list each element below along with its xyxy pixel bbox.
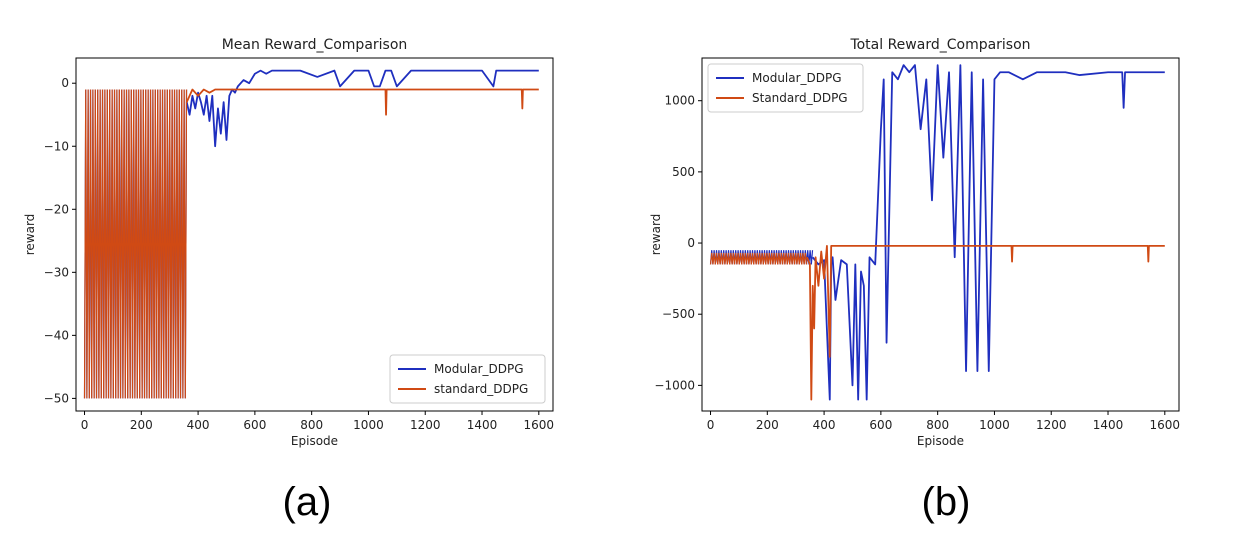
x-tick-label: 800 — [300, 418, 323, 432]
x-tick-label: 1200 — [1036, 418, 1067, 432]
y-tick-label: 500 — [672, 165, 695, 179]
y-tick-label: 0 — [687, 236, 695, 250]
x-tick-label: 0 — [707, 418, 715, 432]
x-tick-label: 400 — [187, 418, 210, 432]
series-modular-ddpg — [709, 64, 1165, 401]
x-axis-label: Episode — [917, 434, 964, 448]
y-tick-label: −30 — [44, 265, 69, 279]
y-tick-label: −50 — [44, 391, 69, 405]
x-tick-label: 1000 — [979, 418, 1010, 432]
legend-entry: standard_DDPG — [434, 382, 528, 396]
legend-box — [389, 354, 546, 404]
series-standard-ddpg — [83, 88, 539, 399]
series-band-1-0 — [83, 89, 188, 399]
x-tick-label: 600 — [869, 418, 892, 432]
x-tick-label: 800 — [926, 418, 949, 432]
chart-b: 0 200 400 600 800 1000 1200 1400 1600 1000 500 0 −50… — [649, 37, 1180, 448]
legend: Modular_DDPG Standard_DDPG — [707, 63, 864, 113]
plot-area — [83, 69, 539, 399]
y-tick-label: 0 — [61, 76, 69, 90]
plot-frame — [701, 57, 1180, 412]
y-tick-label: −1000 — [654, 378, 695, 392]
series-line-1-1 — [185, 88, 539, 116]
x-tick-label: 400 — [813, 418, 836, 432]
legend-entry: Modular_DDPG — [752, 71, 842, 85]
x-tick-label: 600 — [243, 418, 266, 432]
y-tick-label: −20 — [44, 202, 69, 216]
panel-label: (b) — [922, 480, 971, 524]
x-tick-label: 1600 — [1150, 418, 1181, 432]
x-tick-label: 1400 — [1093, 418, 1124, 432]
x-tick-label: 1600 — [524, 418, 555, 432]
legend: Modular_DDPG standard_DDPG — [389, 354, 546, 404]
series-line-0-1 — [812, 64, 1165, 401]
x-tick-label: 1000 — [353, 418, 384, 432]
x-tick-label: 1200 — [410, 418, 441, 432]
series-band-1-0 — [709, 252, 808, 265]
legend-entry: Modular_DDPG — [434, 362, 524, 376]
y-tick-label: −500 — [662, 307, 695, 321]
panel-label: (a) — [283, 480, 332, 524]
x-tick-label: 1400 — [467, 418, 498, 432]
y-axis-label: reward — [649, 214, 663, 256]
x-tick-label: 0 — [81, 418, 89, 432]
chart-title: Total Reward_Comparison — [849, 37, 1030, 53]
series-line-0-1 — [185, 69, 539, 148]
plot-area — [709, 64, 1165, 401]
plot-frame — [75, 57, 554, 412]
legend-entry: Standard_DDPG — [752, 91, 848, 105]
y-tick-label: −10 — [44, 139, 69, 153]
legend-box — [707, 63, 864, 113]
series-standard-ddpg — [709, 244, 1165, 401]
y-tick-label: 1000 — [664, 94, 695, 108]
x-axis-label: Episode — [291, 434, 338, 448]
y-tick-label: −40 — [44, 328, 69, 342]
x-tick-label: 200 — [130, 418, 153, 432]
chart-a: 0 200 400 600 800 1000 1200 1400 1600 0 −10 −20 −30 −… — [23, 37, 554, 448]
chart-title: Mean Reward_Comparison — [222, 37, 408, 53]
series-line-1-1 — [806, 244, 1165, 401]
x-tick-label: 200 — [756, 418, 779, 432]
y-axis-label: reward — [23, 214, 37, 256]
